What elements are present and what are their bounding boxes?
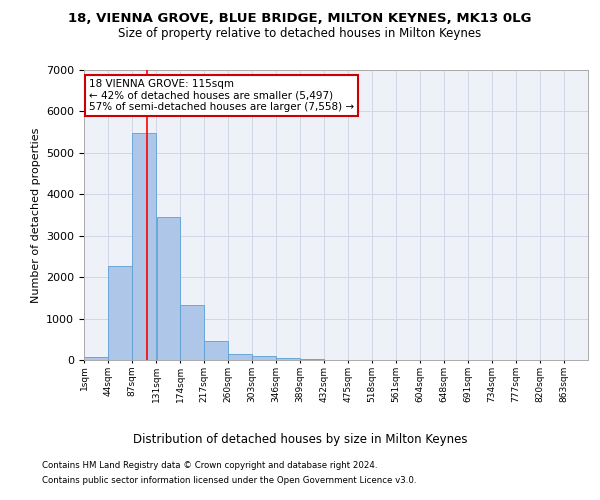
Bar bbox=[229, 354, 252, 360]
Bar bbox=[205, 340, 228, 360]
Bar bbox=[181, 306, 204, 360]
Bar bbox=[253, 356, 276, 360]
Y-axis label: Number of detached properties: Number of detached properties bbox=[31, 128, 41, 302]
Bar bbox=[132, 133, 156, 360]
Text: 18, VIENNA GROVE, BLUE BRIDGE, MILTON KEYNES, MK13 0LG: 18, VIENNA GROVE, BLUE BRIDGE, MILTON KE… bbox=[68, 12, 532, 26]
Bar bbox=[108, 266, 132, 360]
Text: Size of property relative to detached houses in Milton Keynes: Size of property relative to detached ho… bbox=[118, 28, 482, 40]
Text: Contains HM Land Registry data © Crown copyright and database right 2024.: Contains HM Land Registry data © Crown c… bbox=[42, 461, 377, 470]
Text: Contains public sector information licensed under the Open Government Licence v3: Contains public sector information licen… bbox=[42, 476, 416, 485]
Bar bbox=[84, 357, 108, 360]
Text: 18 VIENNA GROVE: 115sqm
← 42% of detached houses are smaller (5,497)
57% of semi: 18 VIENNA GROVE: 115sqm ← 42% of detache… bbox=[89, 78, 354, 112]
Bar bbox=[276, 358, 300, 360]
Text: Distribution of detached houses by size in Milton Keynes: Distribution of detached houses by size … bbox=[133, 432, 467, 446]
Bar bbox=[300, 359, 324, 360]
Bar bbox=[157, 217, 180, 360]
